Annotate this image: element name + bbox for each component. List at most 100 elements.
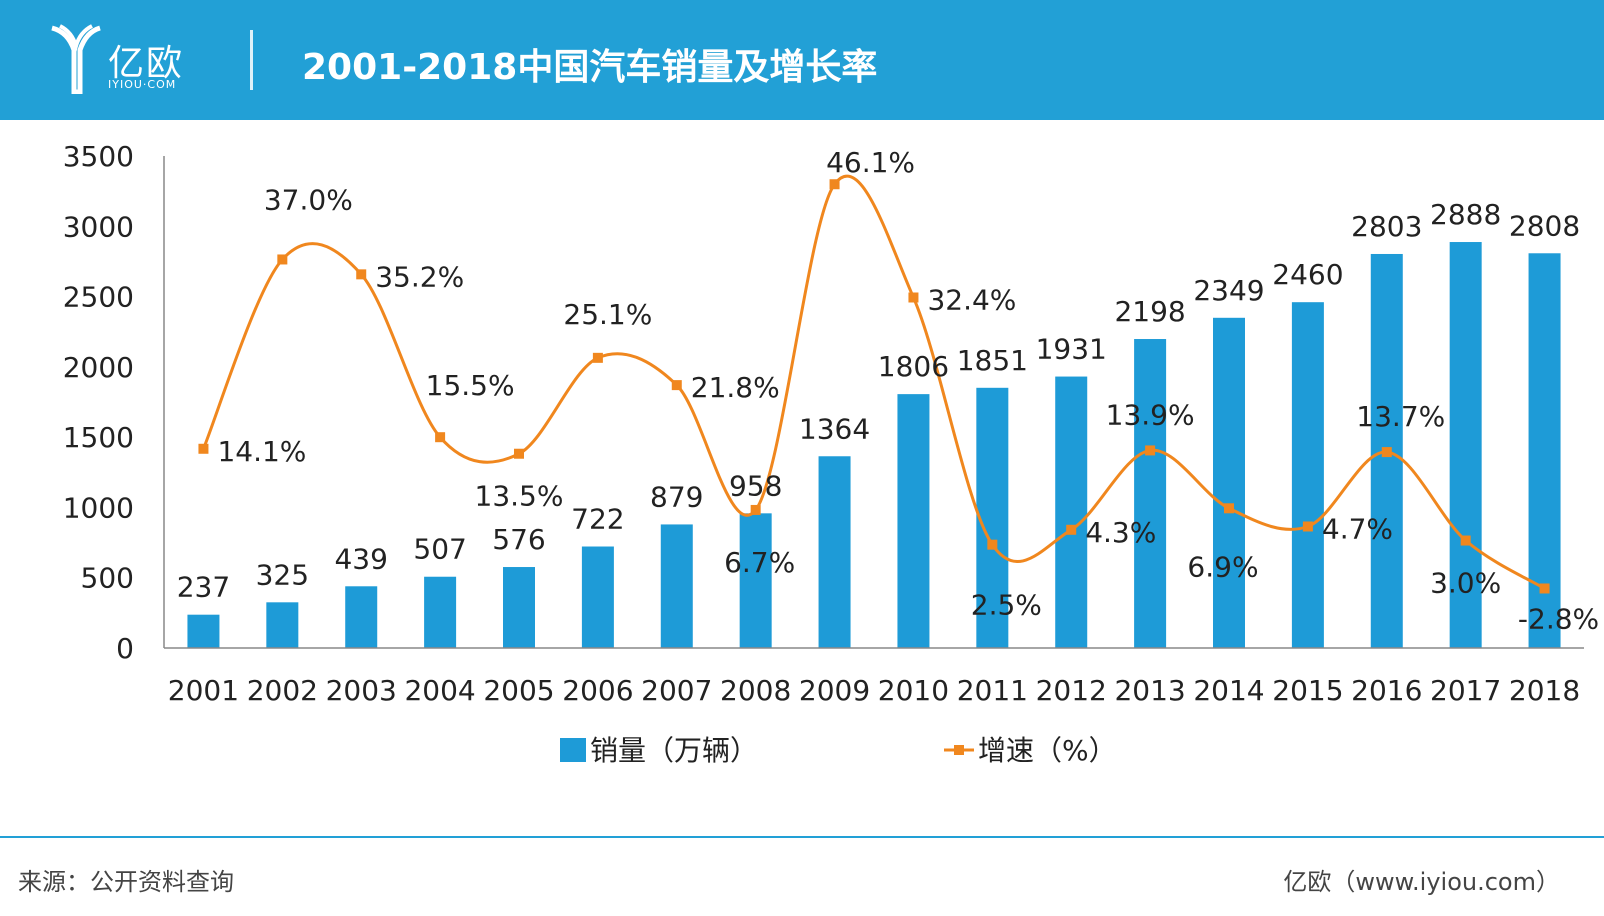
x-tick-label: 2003 — [326, 674, 397, 707]
growth-value-label: 4.7% — [1322, 512, 1393, 545]
brand-credit: 亿欧（www.iyiou.com） — [1283, 868, 1560, 896]
bar-2017 — [1449, 242, 1482, 648]
bar-value-label: 439 — [334, 542, 387, 575]
bar-value-label: 1931 — [1036, 333, 1107, 366]
growth-value-label: 37.0% — [264, 183, 353, 216]
x-tick-label: 2011 — [957, 674, 1028, 707]
growth-marker-2018 — [1539, 583, 1550, 594]
y-tick-label: 500 — [81, 562, 134, 595]
x-tick-label: 2004 — [404, 674, 475, 707]
y-tick-label: 2500 — [63, 281, 134, 314]
x-tick-label: 2006 — [562, 674, 633, 707]
x-tick-label: 2007 — [641, 674, 712, 707]
source-note: 来源：公开资料查询 — [18, 868, 234, 896]
page-title: 2001-2018中国汽车销量及增长率 — [302, 47, 878, 88]
bar-2012 — [1055, 376, 1088, 648]
legend-line-marker — [954, 745, 964, 755]
growth-value-label: 6.7% — [724, 546, 795, 579]
bar-2008 — [739, 513, 772, 648]
y-tick-label: 1500 — [63, 421, 134, 454]
growth-marker-2017 — [1460, 535, 1471, 546]
growth-value-label: 3.0% — [1430, 567, 1501, 600]
bar-value-label: 2349 — [1193, 274, 1264, 307]
x-tick-label: 2001 — [168, 674, 239, 707]
growth-marker-2012 — [1066, 524, 1077, 535]
bar-value-label: 2460 — [1272, 258, 1343, 291]
x-tick-label: 2009 — [799, 674, 870, 707]
growth-marker-2004 — [435, 432, 446, 443]
growth-value-label: 13.7% — [1356, 400, 1445, 433]
growth-marker-2011 — [987, 539, 998, 550]
x-tick-label: 2010 — [878, 674, 949, 707]
bar-2011 — [976, 387, 1009, 648]
y-tick-label: 3000 — [63, 210, 134, 243]
bar-value-label: 1806 — [878, 350, 949, 383]
bar-value-label: 722 — [571, 503, 624, 536]
bar-value-label: 576 — [492, 523, 545, 556]
bar-value-label: 1851 — [957, 344, 1028, 377]
growth-marker-2016 — [1381, 447, 1392, 458]
growth-value-label: 13.9% — [1106, 398, 1195, 431]
bar-2013 — [1134, 339, 1167, 648]
growth-value-label: 35.2% — [375, 260, 464, 293]
growth-value-label: -2.8% — [1518, 602, 1599, 635]
bar-2002 — [266, 602, 299, 648]
y-tick-label: 0 — [116, 632, 134, 665]
logo-subtext: IYIOU·COM — [108, 78, 177, 91]
legend-bar-label: 销量（万辆） — [590, 734, 758, 767]
growth-value-label: 46.1% — [826, 146, 915, 179]
bar-value-label: 2803 — [1351, 210, 1422, 243]
growth-marker-2003 — [356, 269, 367, 280]
x-tick-label: 2005 — [483, 674, 554, 707]
growth-marker-2009 — [829, 179, 840, 190]
growth-marker-2008 — [750, 504, 761, 515]
growth-value-label: 15.5% — [426, 369, 515, 402]
bar-value-label: 2888 — [1430, 198, 1501, 231]
footer-divider — [0, 836, 1604, 838]
growth-marker-2013 — [1145, 445, 1156, 456]
growth-value-label: 4.3% — [1085, 516, 1156, 549]
y-tick-label: 2000 — [63, 351, 134, 384]
growth-value-label: 6.9% — [1187, 550, 1258, 583]
header-divider — [250, 30, 253, 90]
growth-marker-2014 — [1224, 503, 1234, 514]
x-tick-label: 2018 — [1509, 674, 1580, 707]
y-tick-label: 1000 — [63, 491, 134, 524]
growth-value-label: 2.5% — [971, 589, 1042, 622]
growth-marker-2005 — [514, 448, 524, 459]
bar-2009 — [818, 456, 851, 648]
growth-rate-line — [202, 174, 1546, 590]
bar-value-label: 237 — [177, 571, 230, 604]
yiou-logo-icon — [51, 24, 101, 94]
header-bar: 亿欧 IYIOU·COM 2001-2018中国汽车销量及增长率 — [0, 0, 1604, 120]
growth-marker-2006 — [592, 352, 603, 363]
x-tick-label: 2008 — [720, 674, 791, 707]
bar-2005 — [503, 567, 535, 648]
bar-value-label: 507 — [413, 533, 466, 566]
x-tick-label: 2014 — [1193, 674, 1264, 707]
bar-2014 — [1213, 317, 1245, 648]
bar-2015 — [1291, 302, 1324, 648]
x-tick-label: 2013 — [1114, 674, 1185, 707]
growth-marker-2002 — [277, 254, 288, 265]
growth-value-label: 14.1% — [217, 435, 306, 468]
bar-2006 — [581, 546, 614, 648]
growth-value-label: 32.4% — [927, 283, 1016, 316]
bar-2001 — [187, 614, 220, 648]
growth-marker-2015 — [1302, 521, 1313, 532]
logo-text: 亿欧 — [108, 43, 185, 84]
x-tick-label: 2017 — [1430, 674, 1501, 707]
legend-bar-swatch — [560, 738, 586, 762]
bar-value-label: 958 — [729, 469, 782, 502]
bar-2003 — [345, 586, 378, 648]
x-tick-label: 2012 — [1036, 674, 1107, 707]
y-tick-label: 3500 — [63, 140, 134, 173]
growth-value-label: 13.5% — [475, 480, 564, 513]
growth-marker-2007 — [671, 380, 682, 391]
bar-value-label: 1364 — [799, 412, 870, 445]
growth-marker-2010 — [908, 292, 919, 303]
bar-value-label: 879 — [650, 480, 703, 513]
bar-2004 — [424, 576, 457, 648]
bar-value-label: 2198 — [1114, 295, 1185, 328]
growth-value-label: 25.1% — [563, 298, 652, 331]
